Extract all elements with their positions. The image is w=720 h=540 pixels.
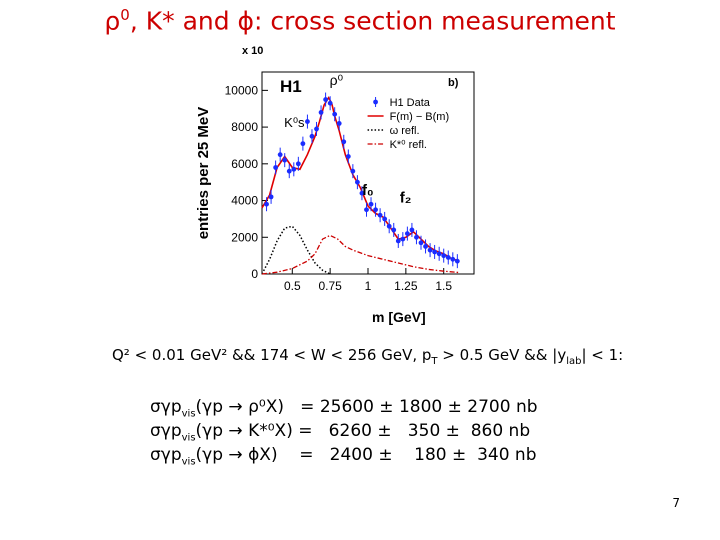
data-point: [423, 244, 428, 249]
data-point: [414, 234, 419, 240]
annotation-ks: K⁰s: [284, 115, 305, 130]
y-tick-label: 0: [251, 267, 258, 281]
x-tick-label: 0.75: [318, 279, 342, 293]
legend-entry: F(m) − B(m): [390, 111, 450, 123]
data-point: [323, 97, 328, 102]
data-point: [318, 110, 324, 115]
annotation-f0: f₀: [362, 182, 374, 199]
y-axis-label: entries per 25 MeV: [195, 107, 212, 240]
data-point: [341, 139, 347, 145]
xsection-kstar: σγpvis(γp → K*⁰X) = 6260 ± 350 ± 860 nb: [150, 421, 531, 444]
data-point: [350, 168, 356, 174]
data-point: [305, 119, 310, 124]
y-tick-label: 8000: [231, 120, 258, 134]
annotation-rho-upper: ρ⁰: [330, 72, 344, 88]
x-axis-label: m [GeV]: [372, 309, 426, 325]
kstar-reflection-curve: [261, 234, 459, 275]
legend-entry: ω refl.: [390, 125, 420, 137]
data-point: [309, 133, 315, 139]
data-point: [264, 201, 269, 207]
data-point: [359, 190, 365, 196]
y-tick-label: 4000: [231, 194, 258, 208]
data-point: [445, 255, 451, 260]
xsection-rho: σγpvis(γp → ρ⁰X) = 25600 ± 1800 ± 2700 n…: [150, 397, 538, 420]
data-point: [286, 168, 292, 174]
data-point: [268, 194, 274, 200]
data-point: [391, 227, 397, 233]
y-tick-label: 6000: [231, 157, 258, 171]
data-point: [377, 212, 383, 218]
experiment-label: H1: [280, 77, 302, 96]
x-tick-label: 1: [365, 279, 372, 293]
data-point: [291, 166, 297, 172]
data-point: [368, 201, 374, 207]
data-point: [450, 256, 456, 262]
data-point: [295, 161, 301, 167]
xsection-phi: σγpvis(γp → ϕX) = 2400 ± 180 ± 340 nb: [150, 445, 537, 468]
data-point: [454, 258, 460, 264]
data-point: [395, 238, 401, 244]
x-tick-label: 1.5: [435, 279, 452, 293]
panel-label: b): [448, 77, 459, 89]
data-point: [441, 253, 447, 259]
kinematic-conditions: Q² < 0.01 GeV² && 174 < W < 256 GeV, pT …: [112, 346, 624, 367]
data-point: [332, 111, 338, 117]
y-tick-label: 2000: [231, 230, 258, 244]
x-tick-label: 0.5: [284, 279, 301, 293]
data-point: [345, 154, 351, 159]
data-point: [277, 152, 283, 158]
data-point: [409, 227, 415, 233]
data-point: [404, 231, 410, 237]
y-scale-label: x 10: [242, 45, 263, 57]
legend-entry: K*⁰ refl.: [390, 139, 427, 151]
data-point: [382, 216, 388, 222]
data-point: [432, 249, 438, 255]
data-point: [314, 126, 319, 132]
data-point: [418, 240, 424, 246]
mass-spectrum-chart: 0 2000 4000 6000 8000 10000 0.5 0.75 1 1.25 1.5 x 1…: [195, 45, 475, 325]
y-tick-label: 10000: [225, 83, 259, 97]
data-point: [327, 100, 333, 106]
data-point: [427, 247, 433, 253]
legend-entry: H1 Data: [390, 97, 431, 109]
data-point: [282, 157, 288, 163]
page-number: 7: [672, 496, 680, 510]
data-point: [300, 141, 306, 147]
data-point: [364, 207, 369, 213]
data-point: [400, 236, 406, 242]
data-point: [386, 223, 392, 229]
data-point: [355, 179, 360, 185]
x-tick-label: 1.25: [394, 279, 418, 293]
slide-title: ρ0, K* and ϕ: cross section measurement: [104, 6, 616, 36]
data-point: [373, 207, 378, 213]
data-point: [273, 165, 279, 170]
data-point: [336, 121, 342, 126]
data-point: [436, 251, 442, 257]
annotation-f2: f₂: [400, 189, 412, 206]
